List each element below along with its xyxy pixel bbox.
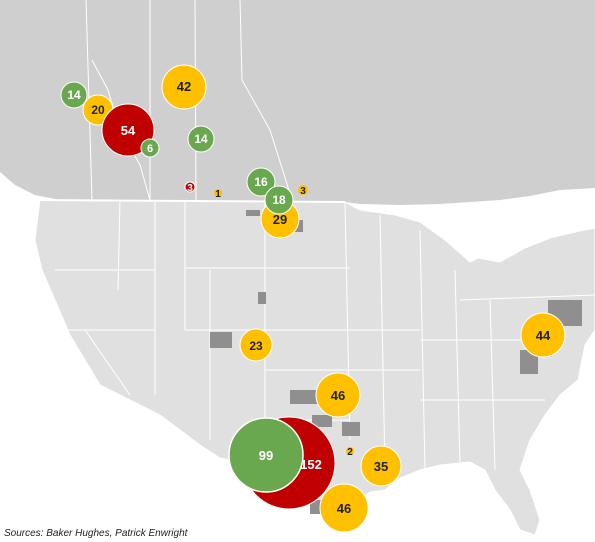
bubble-manitoba: 16 — [246, 167, 276, 197]
bubble-label: 16 — [254, 175, 268, 189]
bubble-label: 3 — [300, 186, 306, 197]
bubble-label: 1 — [215, 189, 221, 200]
gulf-water — [420, 462, 495, 495]
bubble-oilsands: 42 — [161, 64, 207, 110]
bubble-appalachia: 44 — [520, 312, 566, 358]
bubble-label: 18 — [272, 193, 286, 207]
source-note: Sources: Baker Hughes, Patrick Enwright — [4, 528, 188, 539]
bubble-saskatchewan: 14 — [187, 125, 215, 153]
bubble-label: 2 — [347, 447, 353, 458]
bubble-label: 152 — [300, 457, 322, 472]
bubble-label: 42 — [177, 79, 191, 94]
bubble-label: 46 — [337, 501, 351, 516]
bubble-label: 6 — [147, 143, 153, 155]
bubble-label: 99 — [259, 448, 273, 463]
bubble-label: 44 — [536, 328, 551, 343]
bubble-label: 54 — [121, 123, 136, 138]
bubble-williston-green: 18 — [264, 185, 294, 215]
bubble-label: 46 — [331, 388, 345, 403]
bubble-label: 3 — [187, 183, 193, 194]
bubble-haynesville: 35 — [360, 445, 402, 487]
bubble-permian-green: 99 — [228, 417, 304, 493]
bubble-tiny-yellow-1: 1 — [214, 189, 222, 200]
bubble-eagle-ford: 46 — [319, 483, 369, 533]
bubble-dj-basin: 23 — [239, 328, 273, 362]
bubble-tiny-yellow-2: 2 — [346, 447, 354, 458]
bubble-label: 14 — [67, 88, 81, 102]
bubble-tiny-yellow-3: 3 — [298, 185, 308, 197]
bubble-small-green: 6 — [140, 138, 160, 158]
bubble-label: 20 — [91, 103, 105, 117]
bubble-anadarko: 46 — [315, 372, 361, 418]
bubble-label: 23 — [249, 339, 263, 353]
bubble-peace-river: 14 — [60, 81, 88, 109]
bubble-label: 29 — [273, 212, 287, 227]
bubble-tiny-red: 3 — [184, 181, 196, 194]
us-state-borders — [55, 199, 595, 471]
shale-basins — [210, 210, 582, 514]
bubble-label: 14 — [194, 132, 208, 146]
bubble-label: 35 — [374, 459, 388, 474]
bubble-alberta-deep: 54 — [101, 103, 155, 157]
rig-bubbles: 14 20 54 6 42 14 — [60, 64, 566, 533]
